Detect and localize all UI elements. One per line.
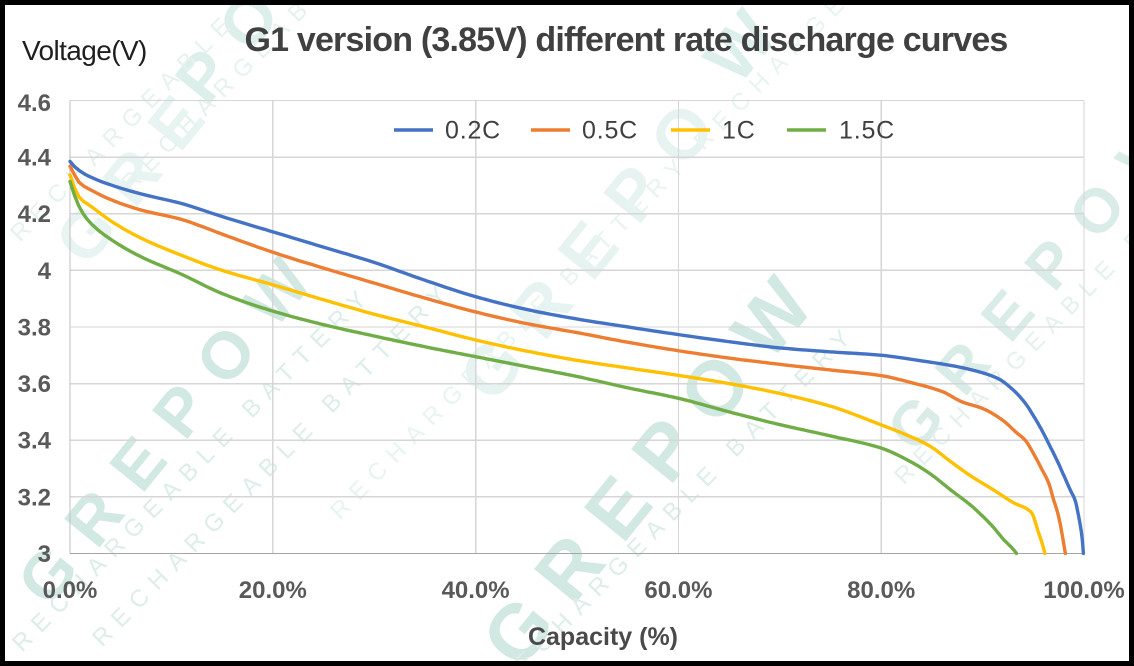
- svg-text:3.2: 3.2: [18, 484, 51, 511]
- svg-text:3.8: 3.8: [18, 314, 51, 341]
- svg-text:4.4: 4.4: [18, 145, 52, 172]
- svg-text:20.0%: 20.0%: [239, 577, 307, 604]
- svg-text:Capacity (%): Capacity (%): [528, 623, 678, 651]
- svg-text:0.0%: 0.0%: [43, 577, 98, 604]
- svg-text:3.6: 3.6: [18, 371, 51, 398]
- svg-text:3.4: 3.4: [18, 428, 52, 455]
- svg-text:Voltage(V): Voltage(V): [22, 35, 147, 66]
- svg-text:4.2: 4.2: [18, 201, 51, 228]
- svg-text:80.0%: 80.0%: [847, 577, 915, 604]
- svg-text:G1 version (3.85V) different r: G1 version (3.85V) different rate discha…: [244, 21, 1007, 59]
- svg-text:60.0%: 60.0%: [644, 577, 712, 604]
- svg-text:0.5C: 0.5C: [582, 117, 638, 145]
- svg-text:0.2C: 0.2C: [445, 117, 501, 145]
- svg-text:4.6: 4.6: [18, 90, 51, 117]
- svg-text:100.0%: 100.0%: [1043, 577, 1124, 604]
- svg-text:1C: 1C: [722, 117, 756, 145]
- svg-text:4: 4: [38, 258, 52, 285]
- svg-text:40.0%: 40.0%: [442, 577, 510, 604]
- svg-text:1.5C: 1.5C: [839, 117, 895, 145]
- svg-text:3: 3: [38, 541, 51, 568]
